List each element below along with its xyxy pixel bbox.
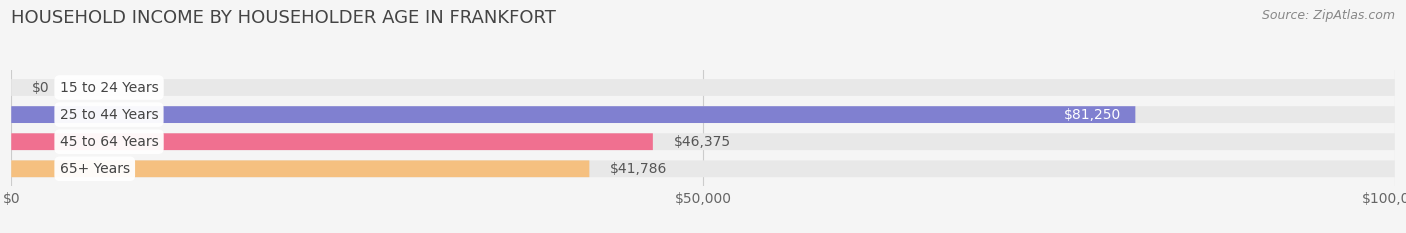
Text: 25 to 44 Years: 25 to 44 Years — [59, 108, 159, 122]
Text: Source: ZipAtlas.com: Source: ZipAtlas.com — [1261, 9, 1395, 22]
Text: $0: $0 — [32, 81, 49, 95]
FancyBboxPatch shape — [11, 133, 1395, 150]
FancyBboxPatch shape — [11, 160, 1395, 177]
Text: 65+ Years: 65+ Years — [59, 162, 129, 176]
FancyBboxPatch shape — [11, 133, 652, 150]
FancyBboxPatch shape — [11, 106, 1395, 123]
FancyBboxPatch shape — [11, 106, 1136, 123]
Text: 45 to 64 Years: 45 to 64 Years — [59, 135, 159, 149]
Text: HOUSEHOLD INCOME BY HOUSEHOLDER AGE IN FRANKFORT: HOUSEHOLD INCOME BY HOUSEHOLDER AGE IN F… — [11, 9, 557, 27]
FancyBboxPatch shape — [11, 160, 589, 177]
FancyBboxPatch shape — [11, 79, 1395, 96]
Text: 15 to 24 Years: 15 to 24 Years — [59, 81, 159, 95]
Text: $81,250: $81,250 — [1064, 108, 1122, 122]
Text: $41,786: $41,786 — [610, 162, 668, 176]
Text: $46,375: $46,375 — [673, 135, 731, 149]
